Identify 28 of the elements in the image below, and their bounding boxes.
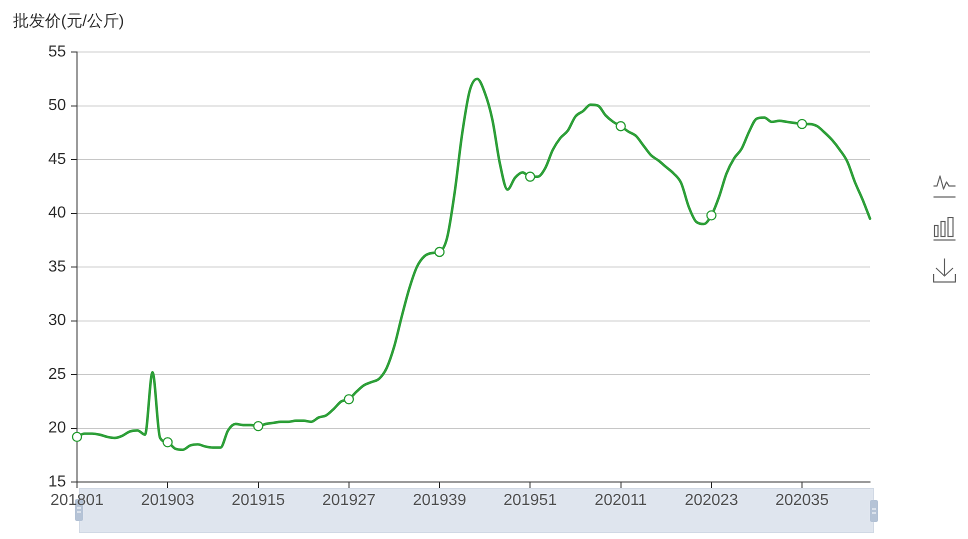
point bbox=[162, 437, 173, 448]
x-tick-label: 201939 bbox=[412, 492, 466, 510]
point bbox=[72, 432, 82, 442]
y-tick-label: 40 bbox=[48, 204, 66, 222]
x-tick-label: 201903 bbox=[140, 492, 194, 510]
x-tick-label: 201951 bbox=[503, 492, 557, 510]
x-tick-label: 201915 bbox=[232, 492, 286, 510]
point bbox=[796, 118, 808, 130]
x-tick-label: 201927 bbox=[322, 492, 376, 510]
point bbox=[616, 121, 626, 132]
y-axis-title: 批发价(元/公斤) bbox=[13, 12, 124, 30]
y-tick-label: 55 bbox=[48, 43, 66, 60]
x-tick-label: 202011 bbox=[594, 492, 647, 510]
y-tick-label: 50 bbox=[48, 97, 66, 114]
x-tick-label: 202023 bbox=[684, 492, 738, 510]
x-tick-label: 202035 bbox=[775, 492, 829, 510]
y-tick-label: 30 bbox=[48, 312, 66, 330]
point bbox=[706, 210, 717, 221]
point bbox=[253, 420, 264, 432]
point bbox=[344, 394, 354, 404]
y-tick-label: 15 bbox=[48, 473, 66, 490]
y-tick-label: 25 bbox=[48, 366, 66, 383]
y-tick-label: 20 bbox=[48, 420, 66, 437]
y-tick-label: 45 bbox=[48, 150, 66, 168]
point bbox=[524, 172, 536, 182]
y-tick-label: 35 bbox=[48, 258, 66, 276]
point bbox=[434, 246, 445, 258]
x-tick-label: 201801 bbox=[50, 492, 104, 510]
